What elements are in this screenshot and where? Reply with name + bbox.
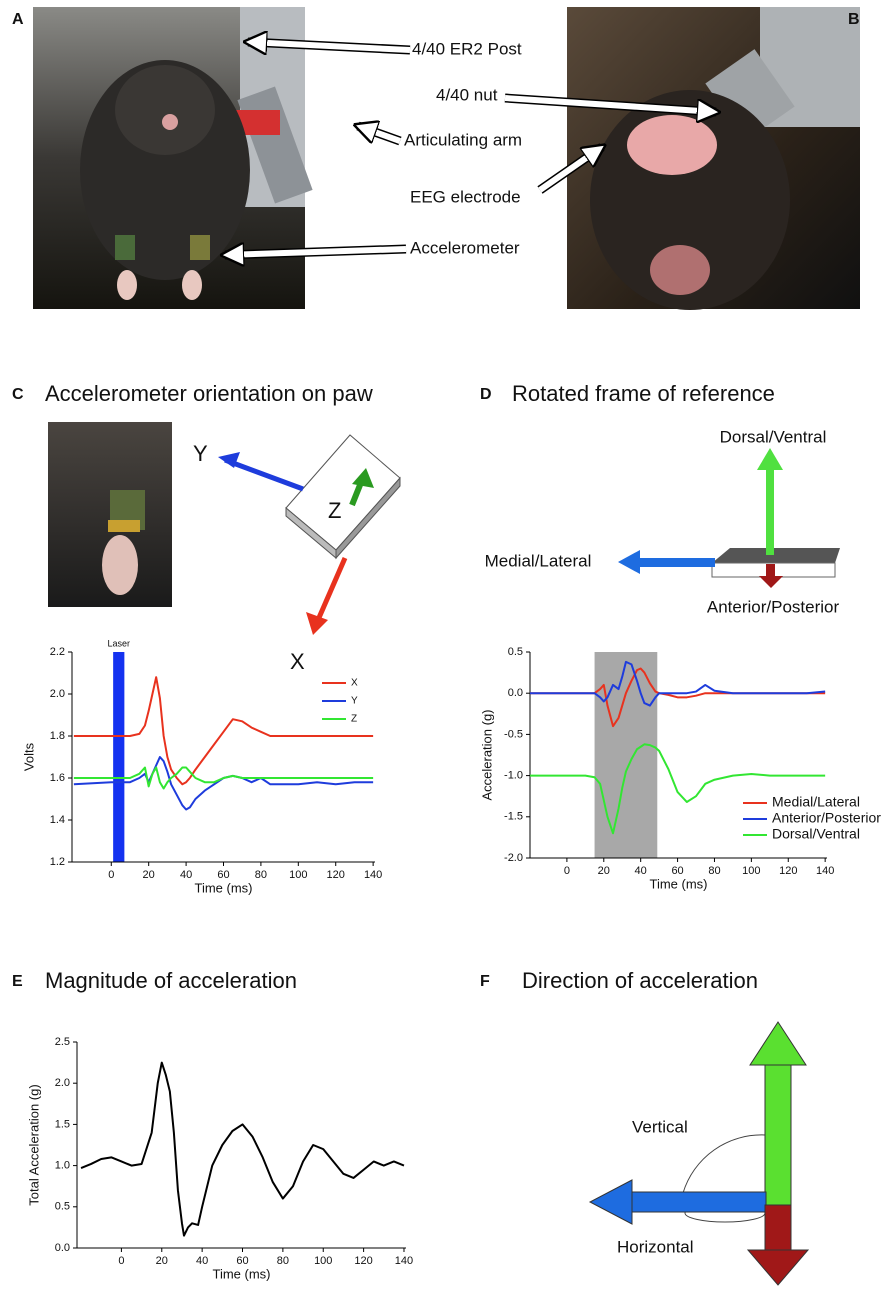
x-tick-label: 140 bbox=[395, 1255, 413, 1267]
legend-label: Medial/Lateral bbox=[772, 794, 860, 810]
series-line bbox=[530, 667, 826, 728]
y-tick-label: 1.8 bbox=[50, 730, 65, 742]
y-tick-label: -2.0 bbox=[504, 852, 523, 864]
y-tick-label: -1.0 bbox=[504, 770, 523, 782]
x-tick-label: 140 bbox=[364, 869, 382, 881]
x-tick-label: 40 bbox=[196, 1255, 208, 1267]
legend-label: X bbox=[351, 678, 358, 689]
annotation: 4/40 ER2 Post bbox=[412, 39, 522, 58]
x-tick-label: 80 bbox=[277, 1255, 289, 1267]
photo-b bbox=[567, 7, 860, 310]
x-tick-label: 60 bbox=[217, 869, 229, 881]
x-axis-label: Time (ms) bbox=[194, 880, 252, 895]
band bbox=[113, 652, 125, 862]
y-tick-label: 1.2 bbox=[50, 856, 65, 868]
annotation: Articulating arm bbox=[404, 130, 522, 149]
x-tick-label: 60 bbox=[671, 865, 683, 877]
x-tick-label: 100 bbox=[289, 869, 307, 881]
x-tick-label: 0 bbox=[108, 869, 114, 881]
annotation: EEG electrode bbox=[410, 187, 521, 206]
series-line bbox=[530, 660, 826, 707]
annotation: 4/40 nut bbox=[436, 85, 498, 104]
x-tick-label: 20 bbox=[598, 865, 610, 877]
y-axis-label: Volts bbox=[21, 742, 36, 771]
direction-diagram bbox=[588, 1021, 810, 1286]
frame-diagram bbox=[618, 448, 840, 588]
x-tick-label: 120 bbox=[779, 865, 797, 877]
y-tick-label: 2.5 bbox=[55, 1036, 70, 1048]
series-line bbox=[530, 743, 826, 835]
x-tick-label: 0 bbox=[564, 865, 570, 877]
panel-label: C bbox=[12, 386, 24, 403]
y-tick-label: -1.5 bbox=[504, 811, 523, 823]
panel-title: Magnitude of acceleration bbox=[45, 968, 297, 993]
axis-name: Medial/Lateral bbox=[485, 551, 592, 570]
x-tick-label: 80 bbox=[708, 865, 720, 877]
y-tick-label: 2.2 bbox=[50, 646, 65, 658]
angle-label: Horizontal bbox=[617, 1237, 694, 1256]
panel-label: A bbox=[12, 11, 24, 28]
x-tick-label: 120 bbox=[327, 869, 345, 881]
x-tick-label: 40 bbox=[180, 869, 192, 881]
series-line bbox=[80, 1061, 405, 1237]
x-tick-label: 100 bbox=[314, 1255, 332, 1267]
axis-name: Y bbox=[193, 441, 208, 466]
x-tick-label: 20 bbox=[143, 869, 155, 881]
axis-name: X bbox=[290, 649, 305, 674]
band bbox=[594, 652, 658, 858]
panel-label: F bbox=[480, 973, 490, 990]
x-tick-label: 80 bbox=[255, 869, 267, 881]
legend-label: Y bbox=[351, 696, 358, 707]
y-tick-label: 1.5 bbox=[55, 1118, 70, 1130]
x-tick-label: 40 bbox=[635, 865, 647, 877]
axis-name: Anterior/Posterior bbox=[707, 597, 840, 616]
y-tick-label: 0.0 bbox=[55, 1242, 70, 1254]
x-tick-label: 140 bbox=[816, 865, 834, 877]
panel-label: B bbox=[848, 11, 860, 28]
y-tick-label: 2.0 bbox=[50, 688, 65, 700]
legend-label: Z bbox=[351, 714, 357, 725]
y-axis-label: Total Acceleration (g) bbox=[26, 1084, 41, 1205]
panel-title: Rotated frame of reference bbox=[512, 381, 775, 406]
band-label: Laser bbox=[108, 638, 131, 648]
x-tick-label: 60 bbox=[236, 1255, 248, 1267]
x-axis-label: Time (ms) bbox=[212, 1266, 270, 1281]
annotation: Accelerometer bbox=[410, 238, 520, 257]
y-tick-label: 0.0 bbox=[508, 687, 523, 699]
x-tick-label: 120 bbox=[354, 1255, 372, 1267]
chip-diagram bbox=[218, 434, 401, 635]
x-tick-label: 100 bbox=[742, 865, 760, 877]
series-line bbox=[73, 766, 374, 790]
panel-title: Accelerometer orientation on paw bbox=[45, 381, 373, 406]
callout-arrows bbox=[225, 42, 716, 255]
legend-label: Anterior/Posterior bbox=[772, 810, 881, 826]
legend-label: Dorsal/Ventral bbox=[772, 826, 860, 842]
x-tick-label: 20 bbox=[156, 1255, 168, 1267]
series-line bbox=[73, 676, 374, 786]
x-axis-label: Time (ms) bbox=[649, 876, 707, 891]
x-tick-label: 0 bbox=[118, 1255, 124, 1267]
axis-name: Z bbox=[328, 498, 341, 523]
y-tick-label: 0.5 bbox=[508, 646, 523, 658]
angle-label: Vertical bbox=[632, 1117, 688, 1136]
y-tick-label: 2.0 bbox=[55, 1077, 70, 1089]
photo-c bbox=[48, 422, 172, 607]
y-tick-label: 0.5 bbox=[55, 1201, 70, 1213]
y-tick-label: 1.4 bbox=[50, 814, 65, 826]
y-axis-label: Acceleration (g) bbox=[479, 709, 494, 800]
panel-label: D bbox=[480, 386, 492, 403]
panel-label: E bbox=[12, 973, 23, 990]
panel-title: Direction of acceleration bbox=[522, 968, 758, 993]
y-tick-label: 1.6 bbox=[50, 772, 65, 784]
y-tick-label: 1.0 bbox=[55, 1160, 70, 1172]
photo-a bbox=[33, 7, 313, 309]
axis-name: Dorsal/Ventral bbox=[720, 427, 827, 446]
y-tick-label: -0.5 bbox=[504, 728, 523, 740]
